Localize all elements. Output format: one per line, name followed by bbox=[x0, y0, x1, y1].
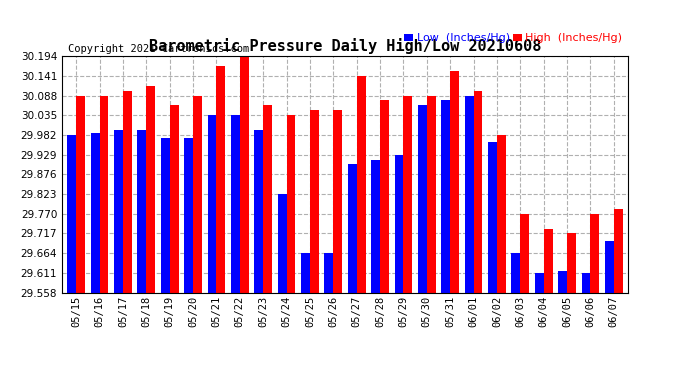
Bar bbox=[137, 130, 146, 292]
Bar bbox=[324, 253, 333, 292]
Bar bbox=[511, 253, 520, 292]
Bar bbox=[567, 234, 576, 292]
Bar bbox=[170, 105, 179, 292]
Bar bbox=[427, 96, 435, 292]
Bar bbox=[76, 96, 85, 292]
Bar bbox=[535, 273, 544, 292]
Bar bbox=[184, 138, 193, 292]
Bar bbox=[357, 76, 366, 292]
Text: Copyright 2021 Cartronics.com: Copyright 2021 Cartronics.com bbox=[68, 44, 249, 54]
Bar bbox=[263, 105, 272, 292]
Bar bbox=[442, 100, 450, 292]
Bar bbox=[277, 194, 286, 292]
Bar bbox=[67, 135, 76, 292]
Bar bbox=[348, 164, 357, 292]
Bar bbox=[395, 155, 404, 292]
Bar bbox=[255, 130, 263, 292]
Bar bbox=[404, 96, 413, 292]
Bar bbox=[473, 91, 482, 292]
Bar bbox=[464, 96, 473, 292]
Bar bbox=[99, 96, 108, 292]
Bar bbox=[310, 110, 319, 292]
Bar bbox=[558, 271, 567, 292]
Bar bbox=[146, 86, 155, 292]
Bar bbox=[450, 71, 459, 292]
Bar bbox=[217, 66, 226, 292]
Legend: Low  (Inches/Hg), High  (Inches/Hg): Low (Inches/Hg), High (Inches/Hg) bbox=[404, 33, 622, 44]
Bar bbox=[208, 116, 217, 292]
Bar bbox=[488, 142, 497, 292]
Bar bbox=[497, 135, 506, 292]
Bar bbox=[90, 133, 99, 292]
Bar bbox=[380, 100, 389, 292]
Bar bbox=[161, 138, 170, 292]
Bar bbox=[418, 105, 427, 292]
Bar bbox=[591, 214, 600, 292]
Bar bbox=[286, 116, 295, 292]
Bar bbox=[520, 214, 529, 292]
Bar bbox=[544, 229, 553, 292]
Bar bbox=[614, 209, 623, 292]
Bar bbox=[333, 110, 342, 292]
Bar bbox=[193, 96, 202, 292]
Bar bbox=[240, 56, 248, 292]
Bar bbox=[231, 116, 240, 292]
Bar bbox=[605, 241, 614, 292]
Bar bbox=[114, 130, 123, 292]
Bar bbox=[123, 91, 132, 292]
Bar bbox=[582, 273, 591, 292]
Title: Barometric Pressure Daily High/Low 20210608: Barometric Pressure Daily High/Low 20210… bbox=[149, 38, 541, 54]
Bar bbox=[301, 253, 310, 292]
Bar bbox=[371, 159, 380, 292]
